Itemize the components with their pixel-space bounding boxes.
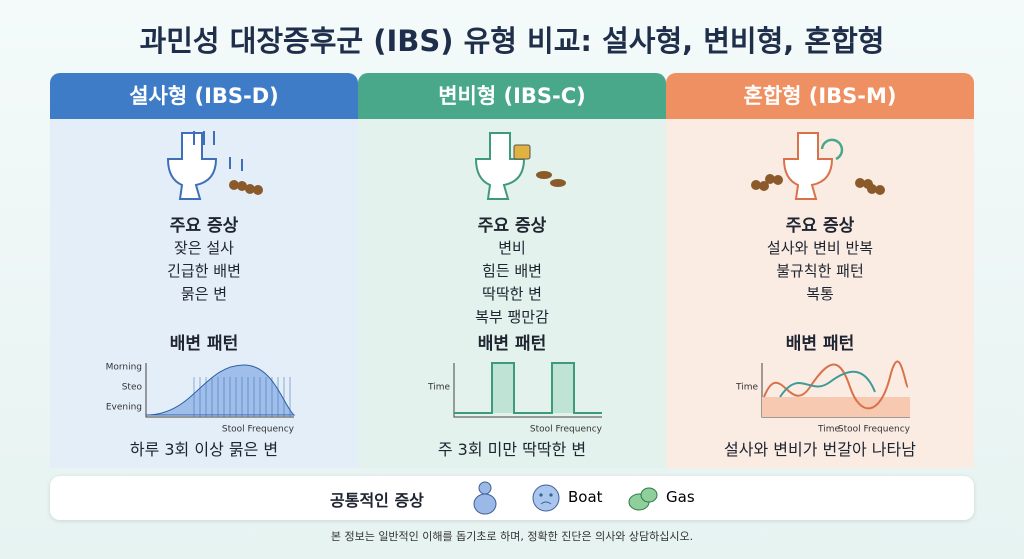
stool	[751, 180, 761, 190]
toilet	[166, 132, 218, 200]
curve-fill	[762, 397, 910, 417]
symptom: 복부 팽만감	[475, 308, 549, 326]
pattern-title: 배변 패턴	[169, 334, 239, 354]
stool	[867, 184, 877, 194]
stool	[765, 174, 775, 184]
bloat-icon	[532, 484, 560, 512]
arrows	[193, 131, 243, 171]
body-icon	[473, 481, 497, 515]
symptom: 딱딱한 변	[482, 285, 542, 303]
symptom: 힘든 배변	[482, 262, 542, 280]
disclaimer: 본 정보는 일반적인 이해를 돕기초로 하며, 정확한 진단은 의사와 상담하십…	[330, 530, 694, 543]
symptom: 설사와 변비 반복	[766, 239, 874, 257]
symptom: 묽은 변	[180, 285, 228, 303]
stool	[773, 175, 783, 185]
pattern-title: 배변 패턴	[477, 334, 547, 354]
card-header: 설사형 (IBS-D)	[50, 73, 358, 119]
symptom: 복통	[806, 285, 834, 303]
stool	[855, 178, 865, 188]
card-header: 혼합형 (IBS-M)	[666, 73, 974, 119]
symptoms-title: 주요 증상	[169, 216, 239, 236]
stool	[245, 184, 255, 194]
y-label: Time	[427, 383, 450, 393]
symptom: 잦은 설사	[174, 239, 234, 257]
symptoms-title: 주요 증상	[477, 216, 547, 236]
symptom: 긴급한 배변	[167, 262, 241, 280]
y-label: Time	[735, 383, 758, 393]
x-label: Stool Frequency	[222, 425, 295, 435]
toilet-icon	[166, 131, 263, 200]
x-label: Time	[817, 425, 840, 435]
toilet-icon	[751, 132, 885, 200]
stripes	[193, 377, 291, 417]
summary: 설사와 변비가 번갈아 나타남	[724, 440, 916, 459]
gas-icon	[628, 487, 658, 511]
symptoms-title: 주요 증상	[785, 216, 855, 236]
cycle	[820, 138, 844, 161]
common-label: 공통적인 증상	[330, 491, 424, 510]
pattern-chart: Time Stool Frequency	[427, 362, 603, 435]
common-item: Gas	[666, 488, 695, 506]
toilet	[474, 132, 526, 200]
stool	[536, 171, 552, 179]
stool	[759, 181, 769, 191]
y-label: Evening	[106, 403, 142, 413]
x-label: Stool Frequency	[530, 425, 603, 435]
toilet-icon	[474, 132, 566, 200]
curve	[763, 360, 909, 410]
y-label: Morning	[106, 363, 142, 373]
common-item: Boat	[568, 488, 603, 506]
curve	[454, 362, 602, 414]
stool	[229, 180, 239, 190]
stool	[875, 185, 885, 195]
title: 과민성 대장증후군 (IBS) 유형 비교: 설사형, 변비형, 혼합형	[139, 24, 885, 58]
common-symptoms-bar: 공통적인 증상 Boat Gas	[50, 476, 974, 520]
summary: 하루 3회 이상 묽은 변	[129, 440, 279, 459]
axis	[453, 363, 602, 418]
symptom: 불규칙한 패턴	[776, 262, 864, 280]
lock	[513, 144, 531, 160]
stool	[550, 179, 566, 187]
pattern-chart: Morning Steo Evening Stool Frequency	[106, 363, 296, 435]
x-label: Stool Frequency	[838, 425, 911, 435]
toilet	[782, 132, 834, 200]
curve	[145, 364, 296, 416]
stool	[237, 181, 247, 191]
curve	[779, 370, 876, 398]
summary: 주 3회 미만 딱딱한 변	[437, 440, 587, 459]
card-header: 변비형 (IBS-C)	[358, 73, 666, 119]
stool	[253, 185, 263, 195]
symptom: 변비	[498, 239, 526, 257]
pattern-title: 배변 패턴	[785, 334, 855, 354]
y-label: Steo	[122, 383, 143, 393]
axis	[145, 363, 294, 418]
